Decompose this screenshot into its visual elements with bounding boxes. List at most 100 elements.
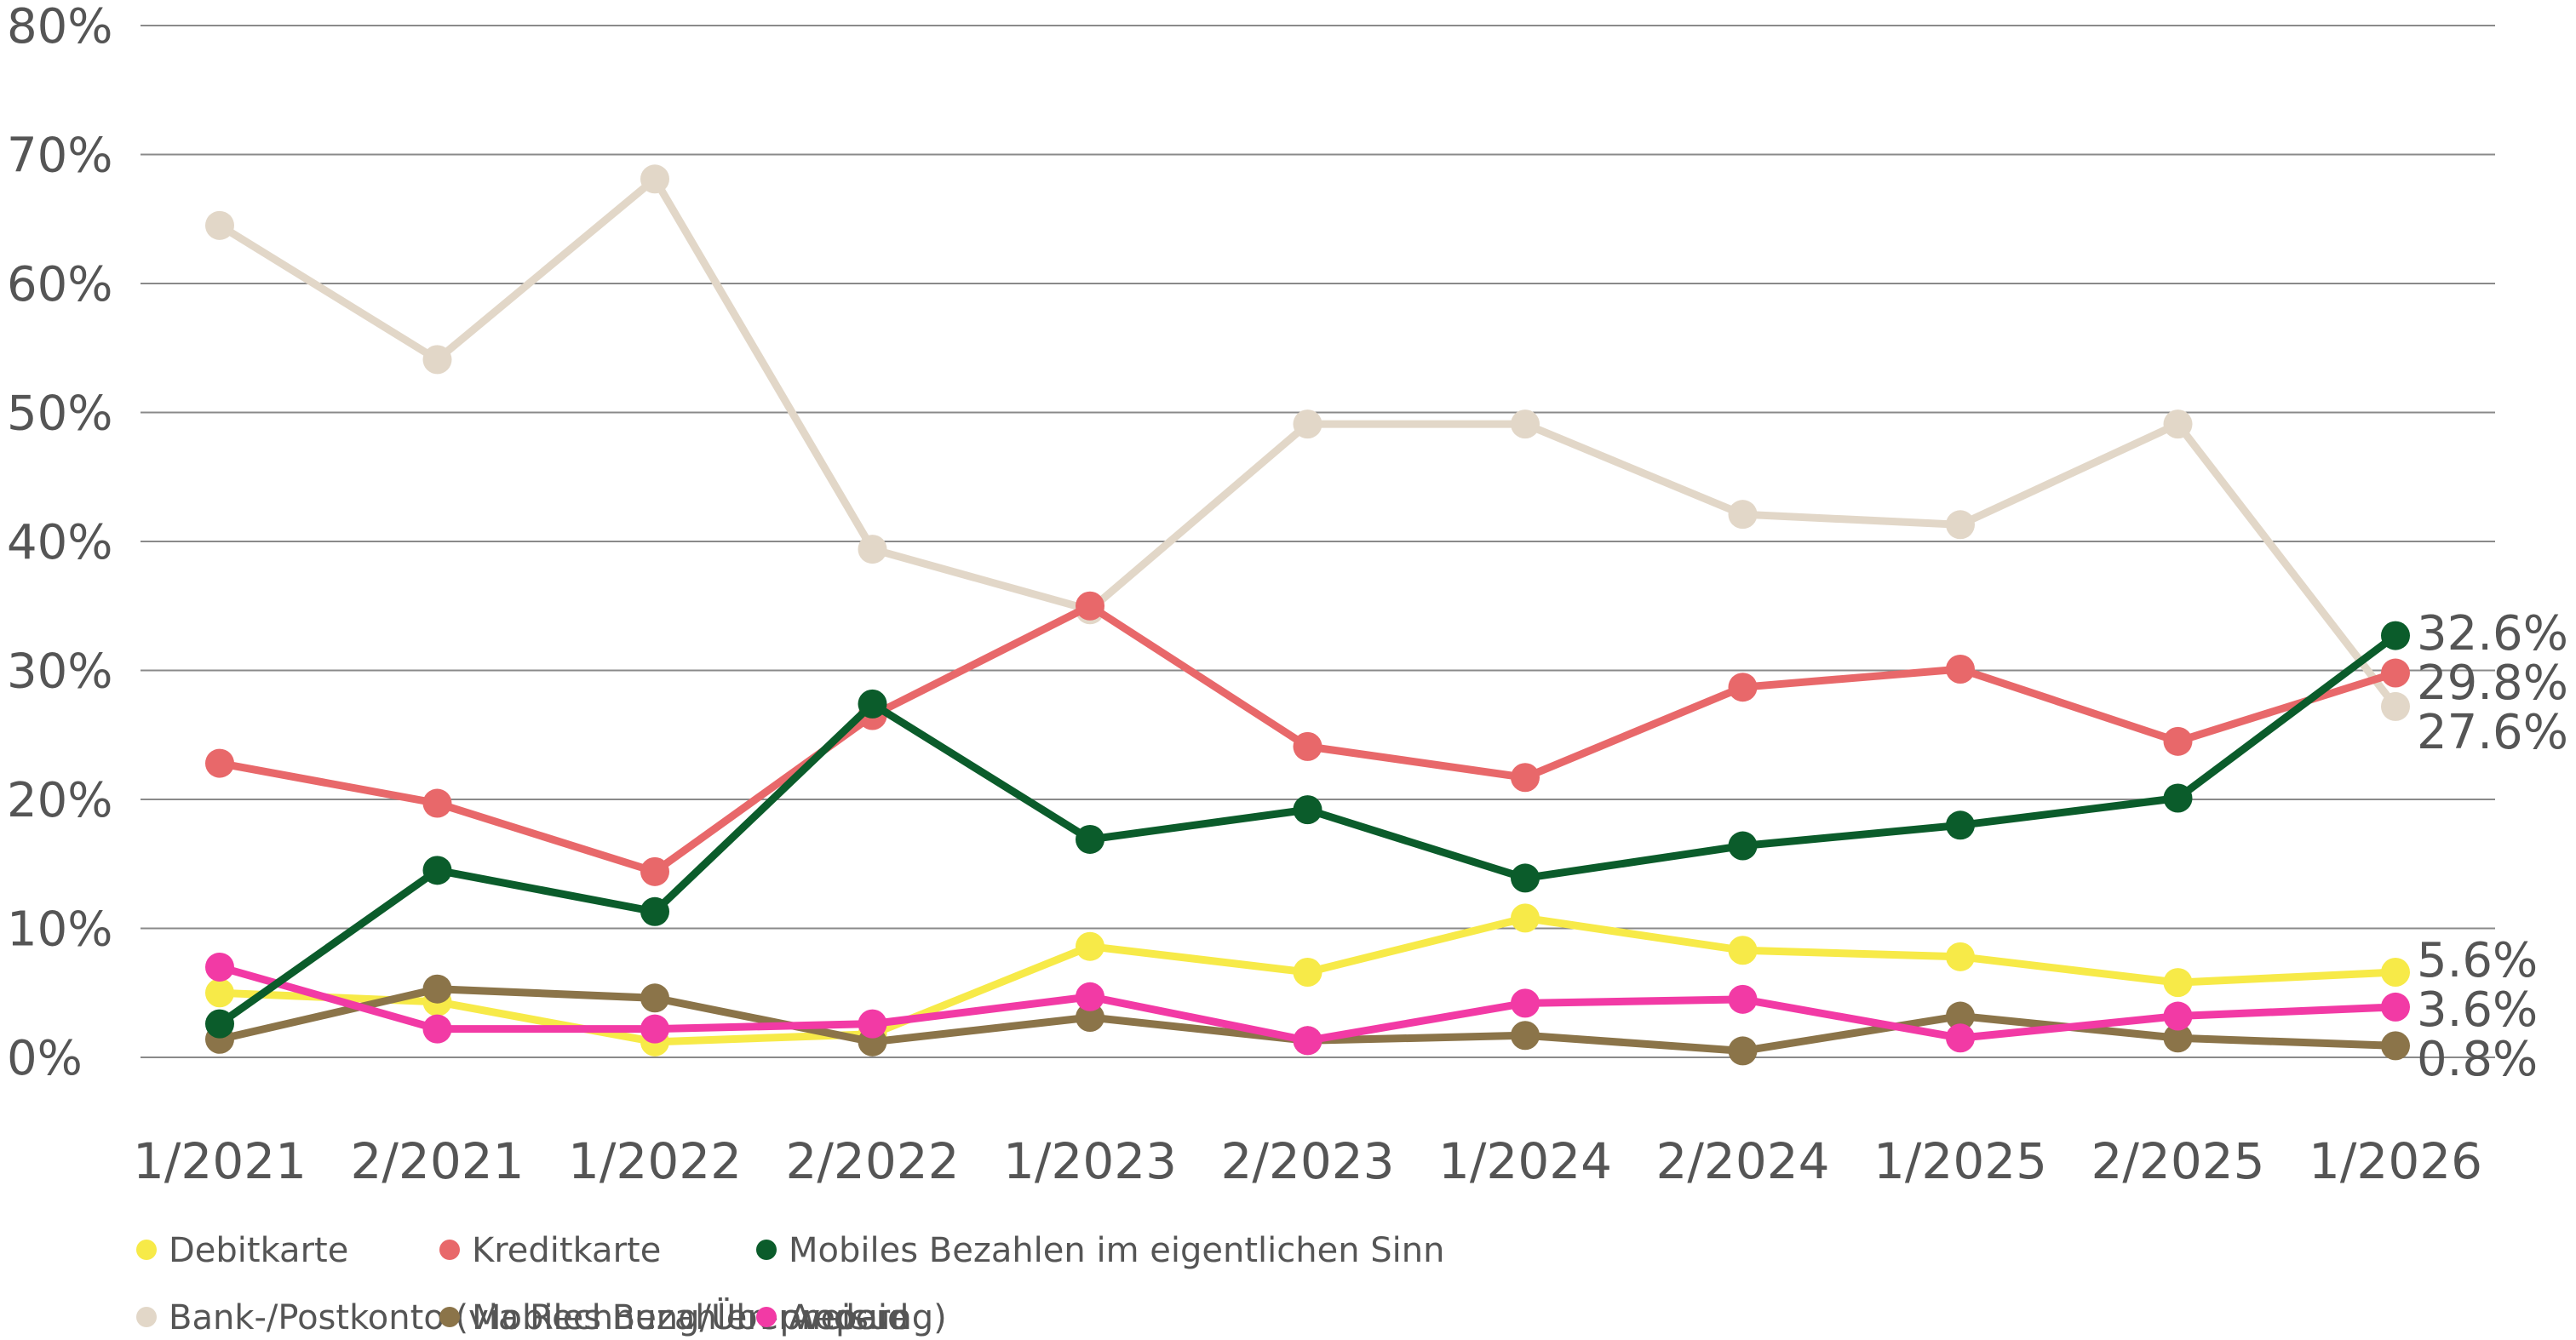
data-point (2163, 1001, 2193, 1031)
y-tick-label: 80% (7, 0, 112, 54)
y-axis: 0% 10% 20% 30% 40% 50% 60% 70% 80% (7, 0, 112, 1086)
data-point (2163, 783, 2193, 813)
end-label: 27.6% (2417, 705, 2568, 760)
data-point (640, 983, 669, 1013)
x-tick-label: 2/2025 (2091, 1132, 2264, 1190)
data-point (2381, 658, 2410, 688)
data-point (858, 1009, 887, 1039)
data-point (1293, 958, 1322, 988)
x-tick-label: 2/2023 (1220, 1132, 1394, 1190)
data-point (1511, 1021, 1540, 1051)
data-point (1511, 903, 1540, 933)
legend-label: Mobiles Bezahlen im eigentlichen Sinn (789, 1231, 1444, 1270)
data-point (1076, 982, 1104, 1011)
legend-item: Mobiles Bezahlen im eigentlichen Sinn (756, 1231, 1444, 1270)
legend-swatch (439, 1307, 460, 1327)
legend: Debitkarte Kreditkarte Mobiles Bezahlen im… (136, 1231, 1444, 1337)
data-point (1293, 731, 1322, 761)
y-tick-label: 20% (7, 773, 112, 828)
y-tick-label: 70% (7, 129, 112, 184)
y-tick-label: 0% (7, 1031, 83, 1086)
data-point (422, 974, 452, 1004)
legend-item: Debitkarte (136, 1231, 348, 1270)
y-tick-label: 60% (7, 257, 112, 312)
data-point (2163, 1023, 2193, 1053)
series-5 (205, 952, 2410, 1056)
legend-label: Debitkarte (169, 1231, 348, 1270)
data-point (205, 952, 234, 982)
data-point (2381, 1031, 2410, 1061)
data-point (1076, 1003, 1104, 1033)
legend-swatch (756, 1240, 777, 1260)
series-2 (205, 621, 2410, 1039)
data-point (422, 1014, 452, 1044)
data-point (205, 748, 234, 778)
data-point (1946, 654, 1975, 684)
data-point (1946, 1023, 1975, 1053)
data-point (640, 1014, 669, 1044)
data-point (1511, 409, 1540, 439)
data-point (1293, 795, 1322, 825)
x-tick-label: 2/2021 (350, 1132, 524, 1190)
data-point (422, 345, 452, 375)
legend-label: Kreditkarte (472, 1231, 661, 1270)
end-label: 5.6% (2417, 933, 2538, 988)
gridlines (141, 25, 2495, 1058)
data-point (1946, 1001, 1975, 1031)
x-tick-label: 1/2022 (568, 1132, 742, 1190)
data-point (2163, 968, 2193, 998)
data-point (858, 535, 887, 564)
data-point (1076, 824, 1104, 854)
y-tick-label: 50% (7, 387, 112, 442)
legend-label: Andere (789, 1298, 910, 1337)
data-point (1511, 863, 1540, 893)
data-point (1076, 591, 1104, 621)
data-point (205, 210, 234, 240)
legend-swatch (136, 1240, 157, 1260)
y-tick-label: 40% (7, 515, 112, 570)
legend-swatch (756, 1307, 777, 1327)
data-point (2163, 726, 2193, 756)
x-tick-label: 1/2024 (1438, 1132, 1612, 1190)
x-tick-label: 1/2025 (1873, 1132, 2047, 1190)
x-tick-label: 1/2026 (2309, 1132, 2482, 1190)
end-label: 3.6% (2417, 982, 2538, 1038)
data-point (1511, 763, 1540, 793)
legend-swatch (136, 1307, 157, 1327)
y-tick-label: 10% (7, 902, 112, 958)
legend-label: Bank-/Postkonto (via Rechnung/Überweisun… (169, 1297, 947, 1337)
data-point (1293, 1026, 1322, 1056)
data-point (1076, 931, 1104, 961)
x-axis: 1/2021 2/2021 1/2022 2/2022 1/2023 2/2023 1/20… (133, 1132, 2482, 1190)
legend-swatch (439, 1240, 460, 1260)
data-point (640, 896, 669, 926)
data-point (1728, 1036, 1758, 1066)
x-tick-label: 2/2022 (785, 1132, 959, 1190)
data-point (1728, 500, 1758, 530)
data-point (2381, 691, 2410, 721)
data-point (1946, 510, 1975, 540)
legend-label: Mobiles Bezahlen prepaid (472, 1298, 909, 1337)
legend-item: Andere (756, 1298, 910, 1337)
data-point (2381, 621, 2410, 650)
x-tick-label: 2/2024 (1655, 1132, 1829, 1190)
data-point (1728, 936, 1758, 965)
data-point (1728, 984, 1758, 1014)
data-point (2381, 958, 2410, 988)
data-point (422, 788, 452, 818)
end-label: 29.8% (2417, 656, 2568, 711)
series-1 (205, 591, 2410, 886)
data-point (2381, 992, 2410, 1022)
data-point (858, 689, 887, 719)
data-point (1293, 409, 1322, 439)
series-3 (205, 164, 2410, 721)
legend-item: Bank-/Postkonto (via Rechnung/Überweisun… (136, 1297, 947, 1337)
x-tick-label: 1/2023 (1003, 1132, 1177, 1190)
y-tick-label: 30% (7, 644, 112, 700)
series-line (215, 175, 2400, 711)
data-point (1946, 810, 1975, 840)
data-point (205, 1009, 234, 1039)
data-point (1946, 942, 1975, 971)
data-point (640, 856, 669, 886)
